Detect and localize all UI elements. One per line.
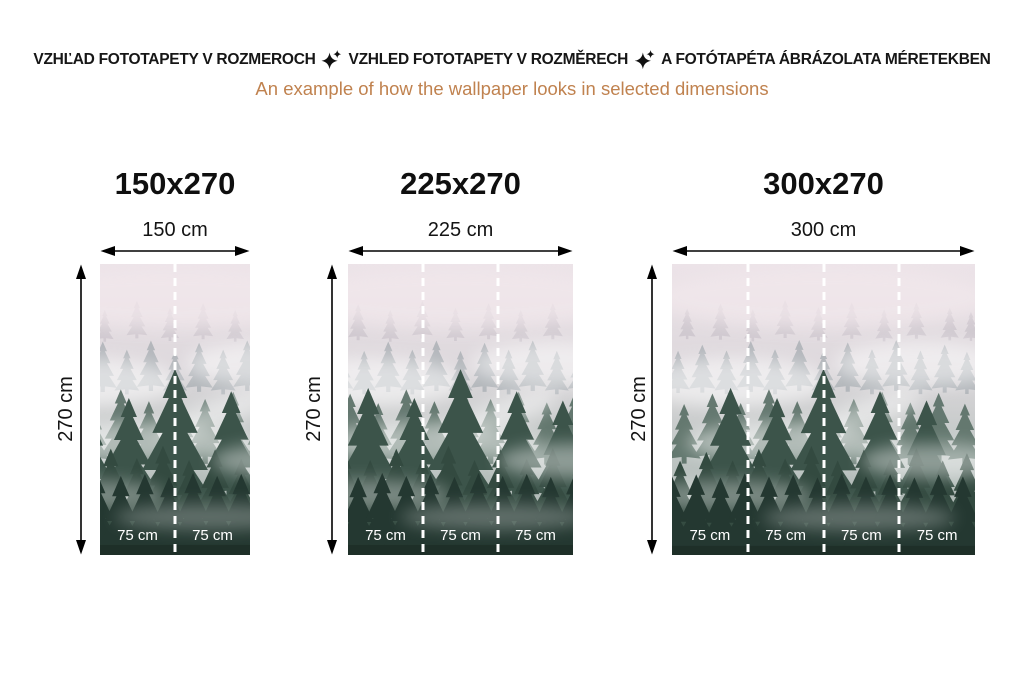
height-dimension-label: 270 cm [628, 376, 650, 442]
title-segment-hu: A FOTÓTAPÉTA ÁBRÁZOLATA MÉRETEKBEN [661, 51, 991, 68]
title-segment-sk: VZHĽAD FOTOTAPETY V ROZMEROCH [33, 51, 316, 68]
panel-divider [421, 264, 425, 555]
sparkle-icon [321, 50, 342, 70]
wallpaper-photo: 75 cm 75 cm [100, 264, 250, 555]
wallpaper-photo: 75 cm 75 cm 75 cm [348, 264, 573, 555]
panel-divider [822, 264, 825, 555]
size-title: 300x270 [763, 166, 884, 201]
page-title: VZHĽAD FOTOTAPETY V ROZMEROCH VZHLED FOT… [15, 50, 1008, 70]
panel-divider [897, 264, 901, 555]
width-arrow [672, 246, 975, 256]
width-dimension-label: 225 cm [427, 219, 494, 241]
size-title: 225x270 [400, 166, 521, 201]
segment-width-label: 75 cm [515, 527, 556, 544]
width-arrow [100, 246, 250, 256]
page-subtitle: An example of how the wallpaper looks in… [255, 78, 769, 99]
segment-labels: 75 cm 75 cm 75 cm [348, 527, 573, 544]
height-arrow [327, 264, 337, 555]
segment-width-label: 75 cm [117, 527, 158, 544]
panel-divider [746, 264, 750, 555]
segment-width-label: 75 cm [916, 527, 958, 544]
segment-width-label: 75 cm [365, 527, 406, 544]
sparkle-icon [634, 50, 655, 70]
segment-width-label: 75 cm [440, 527, 481, 544]
segment-width-label: 75 cm [840, 527, 882, 544]
segment-width-label: 75 cm [689, 527, 731, 544]
segment-width-label: 75 cm [765, 527, 807, 544]
segment-labels: 75 cm 75 cm 75 cm 75 cm [672, 527, 975, 544]
segment-width-label: 75 cm [192, 527, 233, 544]
size-title: 150x270 [114, 166, 236, 201]
height-dimension-label: 270 cm [55, 376, 77, 442]
height-arrow [76, 264, 86, 555]
width-arrow [348, 246, 573, 256]
segment-labels: 75 cm 75 cm [100, 527, 250, 544]
width-dimension-label: 300 cm [790, 219, 857, 241]
height-dimension-label: 270 cm [303, 376, 325, 442]
width-dimension-label: 150 cm [142, 219, 208, 241]
wallpaper-photo: 75 cm 75 cm 75 cm 75 cm [672, 264, 975, 555]
height-arrow [647, 264, 657, 555]
panel-divider [496, 264, 500, 555]
panel-divider [173, 264, 177, 555]
title-segment-cz: VZHLED FOTOTAPETY V ROZMĚRECH [348, 51, 629, 68]
